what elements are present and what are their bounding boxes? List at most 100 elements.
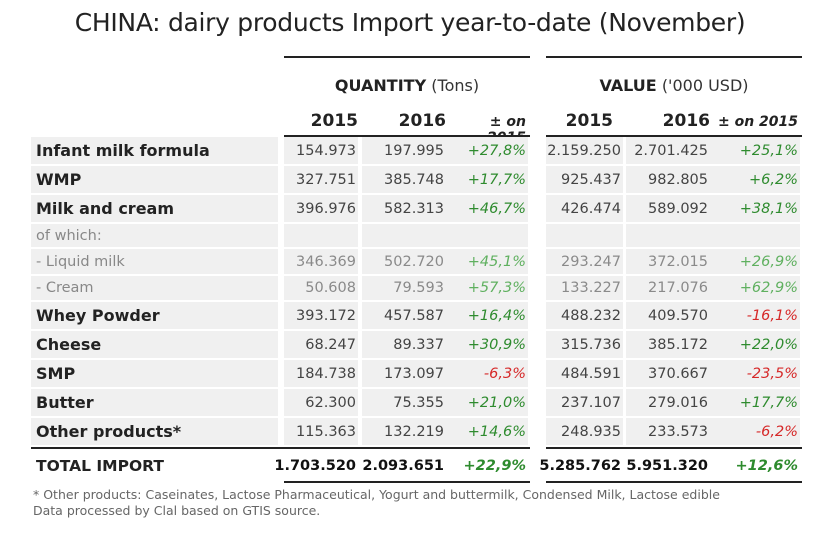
cell-q2015: 62.300 [284, 389, 358, 416]
cell-qpct [446, 224, 528, 247]
cell-q2015: 50.608 [284, 276, 358, 300]
cell-vpct: +25,1% [710, 137, 800, 164]
page-title: CHINA: dairy products Import year-to-dat… [74, 8, 746, 37]
cell-v2015 [546, 224, 623, 247]
cell-q2016: 132.219 [362, 418, 446, 445]
row-label: - Cream [31, 276, 278, 300]
cell-qpct: +16,4% [446, 302, 528, 329]
cell-v2016: 589.092 [626, 195, 710, 222]
col-quantity-2015: 2015 [310, 111, 358, 131]
row-label: Butter [31, 389, 278, 416]
cell-qpct: +30,9% [446, 331, 528, 358]
cell-v2016: 372.015 [626, 249, 710, 274]
cell-vpct: +6,2% [710, 166, 800, 193]
cell-q2016: 385.748 [362, 166, 446, 193]
table-row: - Liquid milk 346.369 502.720 +45,1% 293.247… [31, 249, 802, 274]
cell-q2016: 173.097 [362, 360, 446, 387]
cell-q2015: 68.247 [284, 331, 358, 358]
cell-v2015: 315.736 [546, 331, 623, 358]
cell-q2016: 582.313 [362, 195, 446, 222]
total-bottom-rule-right [546, 481, 802, 483]
quantity-top-rule [284, 56, 530, 58]
col-quantity-2016: 2016 [398, 111, 446, 131]
cell-q2016: 89.337 [362, 331, 446, 358]
table-row: of which: [31, 224, 802, 247]
total-qpct: +22,9% [463, 457, 526, 474]
row-label: of which: [31, 224, 278, 247]
row-label: Cheese [31, 331, 278, 358]
cell-qpct: +21,0% [446, 389, 528, 416]
table-row: Butter 62.300 75.355 +21,0% 237.107 279.016 +1… [31, 389, 802, 416]
table-row: SMP 184.738 173.097 -6,3% 484.591 370.667 -23,… [31, 360, 802, 387]
row-label: Infant milk formula [31, 137, 278, 164]
row-label: Whey Powder [31, 302, 278, 329]
quantity-header-rule [284, 135, 530, 137]
cell-vpct: +26,9% [710, 249, 800, 274]
total-label: TOTAL IMPORT [36, 456, 164, 475]
cell-q2015 [284, 224, 358, 247]
cell-v2015: 133.227 [546, 276, 623, 300]
cell-v2015: 426.474 [546, 195, 623, 222]
cell-v2016: 370.667 [626, 360, 710, 387]
cell-q2016: 75.355 [362, 389, 446, 416]
col-value-change: ± on 2015 [717, 114, 798, 130]
footnote-other-products: * Other products: Caseinates, Lactose Ph… [33, 487, 720, 502]
cell-qpct: -6,3% [446, 360, 528, 387]
row-label: - Liquid milk [31, 249, 278, 274]
cell-q2016: 502.720 [362, 249, 446, 274]
cell-v2016: 2.701.425 [626, 137, 710, 164]
cell-v2016: 982.805 [626, 166, 710, 193]
total-v2015: 5.285.762 [539, 457, 621, 474]
table-row: Whey Powder 393.172 457.587 +16,4% 488.232 40… [31, 302, 802, 329]
cell-vpct: -23,5% [710, 360, 800, 387]
cell-qpct: +45,1% [446, 249, 528, 274]
cell-v2016: 385.172 [626, 331, 710, 358]
cell-vpct: -16,1% [710, 302, 800, 329]
total-q2015: 1.703.520 [274, 457, 356, 474]
col-value-2015: 2015 [565, 111, 613, 131]
cell-v2015: 248.935 [546, 418, 623, 445]
cell-qpct: +57,3% [446, 276, 528, 300]
col-value-2016: 2016 [662, 111, 710, 131]
total-top-rule-right [546, 447, 802, 449]
cell-vpct: +17,7% [710, 389, 800, 416]
cell-v2015: 484.591 [546, 360, 623, 387]
cell-v2015: 237.107 [546, 389, 623, 416]
row-label: WMP [31, 166, 278, 193]
cell-vpct [710, 224, 800, 247]
cell-q2015: 396.976 [284, 195, 358, 222]
total-q2016: 2.093.651 [362, 457, 444, 474]
value-top-rule [546, 56, 802, 58]
cell-qpct: +17,7% [446, 166, 528, 193]
cell-vpct: -6,2% [710, 418, 800, 445]
cell-q2016: 79.593 [362, 276, 446, 300]
cell-v2015: 2.159.250 [546, 137, 623, 164]
table-row: Other products* 115.363 132.219 +14,6% 248.9… [31, 418, 802, 445]
cell-v2015: 488.232 [546, 302, 623, 329]
cell-q2015: 346.369 [284, 249, 358, 274]
cell-q2015: 115.363 [284, 418, 358, 445]
cell-vpct: +22,0% [710, 331, 800, 358]
value-group-header: VALUE ('000 USD) [599, 76, 749, 95]
value-header-rule [546, 135, 802, 137]
cell-qpct: +14,6% [446, 418, 528, 445]
row-label: Milk and cream [31, 195, 278, 222]
table-row: Cheese 68.247 89.337 +30,9% 315.736 385.172 +2… [31, 331, 802, 358]
table-row: - Cream 50.608 79.593 +57,3% 133.227 217.076 +… [31, 276, 802, 300]
cell-v2016: 279.016 [626, 389, 710, 416]
cell-q2015: 393.172 [284, 302, 358, 329]
row-label: Other products* [31, 418, 278, 445]
cell-q2015: 184.738 [284, 360, 358, 387]
cell-v2016: 409.570 [626, 302, 710, 329]
total-v2016: 5.951.320 [626, 457, 708, 474]
cell-q2016 [362, 224, 446, 247]
cell-v2015: 293.247 [546, 249, 623, 274]
table-row: Infant milk formula 154.973 197.995 +27,8% 2… [31, 137, 802, 164]
total-vpct: +12,6% [735, 457, 798, 474]
cell-q2016: 457.587 [362, 302, 446, 329]
total-top-rule-left [31, 447, 530, 449]
cell-qpct: +46,7% [446, 195, 528, 222]
row-label: SMP [31, 360, 278, 387]
cell-vpct: +38,1% [710, 195, 800, 222]
cell-q2016: 197.995 [362, 137, 446, 164]
